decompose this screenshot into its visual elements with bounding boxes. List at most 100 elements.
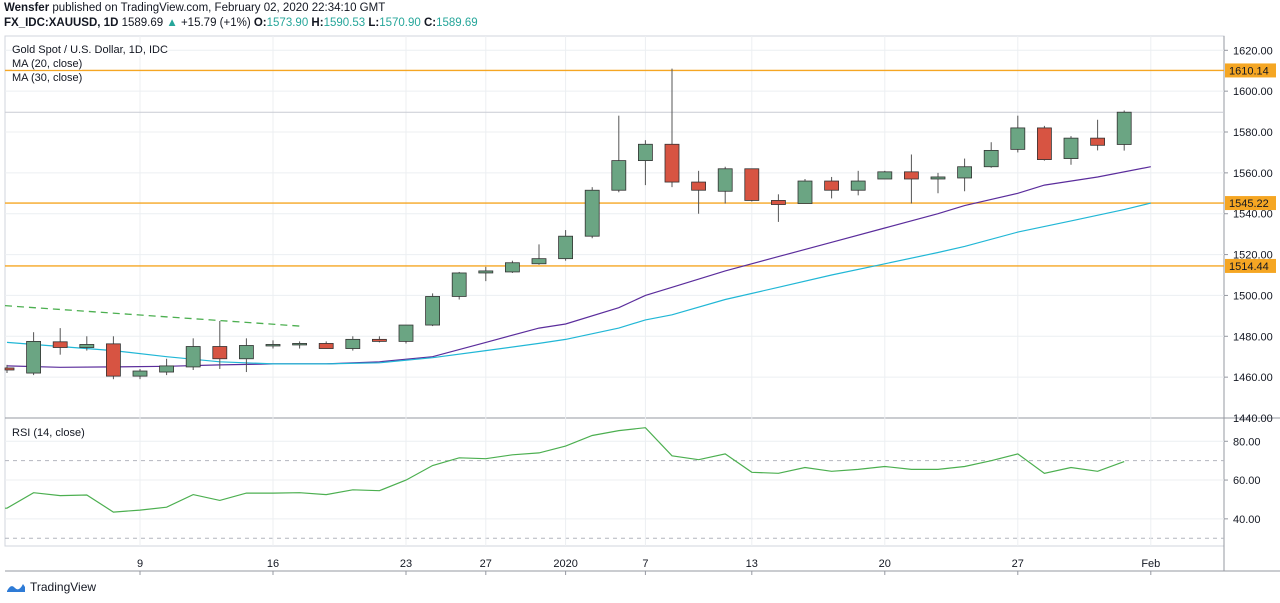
candle xyxy=(79,336,95,351)
price-change: +15.79 (+1%) xyxy=(180,17,251,29)
time-tick-label: 27 xyxy=(480,558,492,570)
low-label: L: xyxy=(368,17,380,29)
branding-text: TradingView xyxy=(30,580,97,594)
price-tick-label: 1600.00 xyxy=(1233,86,1273,98)
candle xyxy=(904,154,919,204)
level-price-tag xyxy=(1225,258,1276,273)
candle xyxy=(265,340,281,349)
open-value: 1573.90 xyxy=(266,17,309,29)
price-tick-label: 1480.00 xyxy=(1233,331,1273,343)
candle-body xyxy=(1063,137,1079,159)
candle-body xyxy=(771,200,786,205)
candle-body xyxy=(132,370,148,377)
time-tick-label: 2020 xyxy=(553,558,577,570)
candle-body xyxy=(478,270,494,274)
candle xyxy=(159,358,175,376)
candle xyxy=(371,336,387,343)
candle xyxy=(185,338,201,370)
candle xyxy=(212,320,228,369)
tradingview-logo-icon xyxy=(7,583,25,592)
candle xyxy=(584,187,600,239)
time-tick-label: 23 xyxy=(400,558,412,570)
candle xyxy=(106,336,121,380)
candle-body xyxy=(744,168,760,201)
tradingview-branding[interactable]: TradingView xyxy=(6,580,96,594)
close-value: 1589.69 xyxy=(436,17,478,29)
up-arrow-icon: ▲ xyxy=(166,17,178,29)
candle-body xyxy=(1090,137,1105,146)
candle-body xyxy=(185,346,201,368)
ma30-legend[interactable]: MA (30, close) xyxy=(12,72,83,84)
candle-body xyxy=(26,340,42,374)
candle-body xyxy=(451,272,467,297)
price-tick-label: 1560.00 xyxy=(1233,168,1273,180)
price-tick-label: 1460.00 xyxy=(1233,372,1273,384)
candle-body xyxy=(1037,127,1052,160)
publish-info: Wensfer published on TradingView.com, Fe… xyxy=(4,2,385,14)
candle xyxy=(983,142,999,168)
level-price-tag xyxy=(1225,196,1276,211)
rsi-tick-label: 80.00 xyxy=(1233,436,1261,448)
level-price-label: 1514.44 xyxy=(1229,261,1269,273)
time-tick-label: 20 xyxy=(879,558,891,570)
candle xyxy=(504,260,520,273)
candle-body xyxy=(345,338,361,349)
candle-body xyxy=(930,176,946,180)
candle xyxy=(531,244,547,265)
time-tick-label: 27 xyxy=(1012,558,1024,570)
candle-body xyxy=(425,296,441,326)
candle-body xyxy=(584,189,600,237)
level-price-tag xyxy=(1225,63,1276,78)
time-tick-label: 13 xyxy=(746,558,758,570)
candle-body xyxy=(318,343,334,349)
time-tick-label: 7 xyxy=(642,558,648,570)
candle xyxy=(744,168,760,202)
candle-body xyxy=(265,344,281,347)
close-label: C: xyxy=(423,17,437,29)
candle xyxy=(957,158,972,192)
candle-body xyxy=(212,346,228,360)
candle xyxy=(797,178,813,204)
candle xyxy=(398,324,414,344)
candle-body xyxy=(691,181,706,191)
high-label: H: xyxy=(311,17,324,29)
candle-body xyxy=(850,180,866,191)
candle-body xyxy=(877,171,893,180)
candle xyxy=(717,166,733,204)
candle-body xyxy=(238,345,254,360)
candle xyxy=(1090,119,1105,151)
candle-body xyxy=(983,149,999,168)
candle xyxy=(558,230,573,261)
candle xyxy=(664,68,680,188)
level-price-label: 1545.22 xyxy=(1229,198,1269,210)
candle xyxy=(238,338,254,373)
candle xyxy=(425,293,441,327)
open-label: O: xyxy=(253,17,267,29)
high-value: 1590.53 xyxy=(323,17,366,29)
candle xyxy=(771,194,786,222)
candle-body xyxy=(398,324,414,342)
candle-body xyxy=(292,343,308,346)
price-tick-label: 1520.00 xyxy=(1233,250,1273,262)
candle-body xyxy=(1010,127,1026,150)
candle-body xyxy=(638,143,653,162)
ma20-legend[interactable]: MA (20, close) xyxy=(12,58,83,70)
symbol-label: FX_IDC:XAUUSD, 1D xyxy=(4,17,119,29)
price-tick-label: 1500.00 xyxy=(1233,290,1273,302)
rsi-tick-label: 60.00 xyxy=(1233,475,1261,487)
candle xyxy=(451,271,467,300)
candle xyxy=(1116,110,1132,151)
candle xyxy=(850,170,866,196)
candle xyxy=(52,328,68,355)
candle-body xyxy=(79,344,95,348)
candle xyxy=(478,266,494,282)
candle-body xyxy=(611,160,627,191)
candle xyxy=(4,364,15,374)
low-value: 1570.90 xyxy=(379,17,421,29)
price-tick-label: 1620.00 xyxy=(1233,45,1273,57)
candle-body xyxy=(106,343,121,377)
candle-body xyxy=(957,166,972,179)
candle-body xyxy=(4,367,15,371)
rsi-legend[interactable]: RSI (14, close) xyxy=(12,427,85,439)
